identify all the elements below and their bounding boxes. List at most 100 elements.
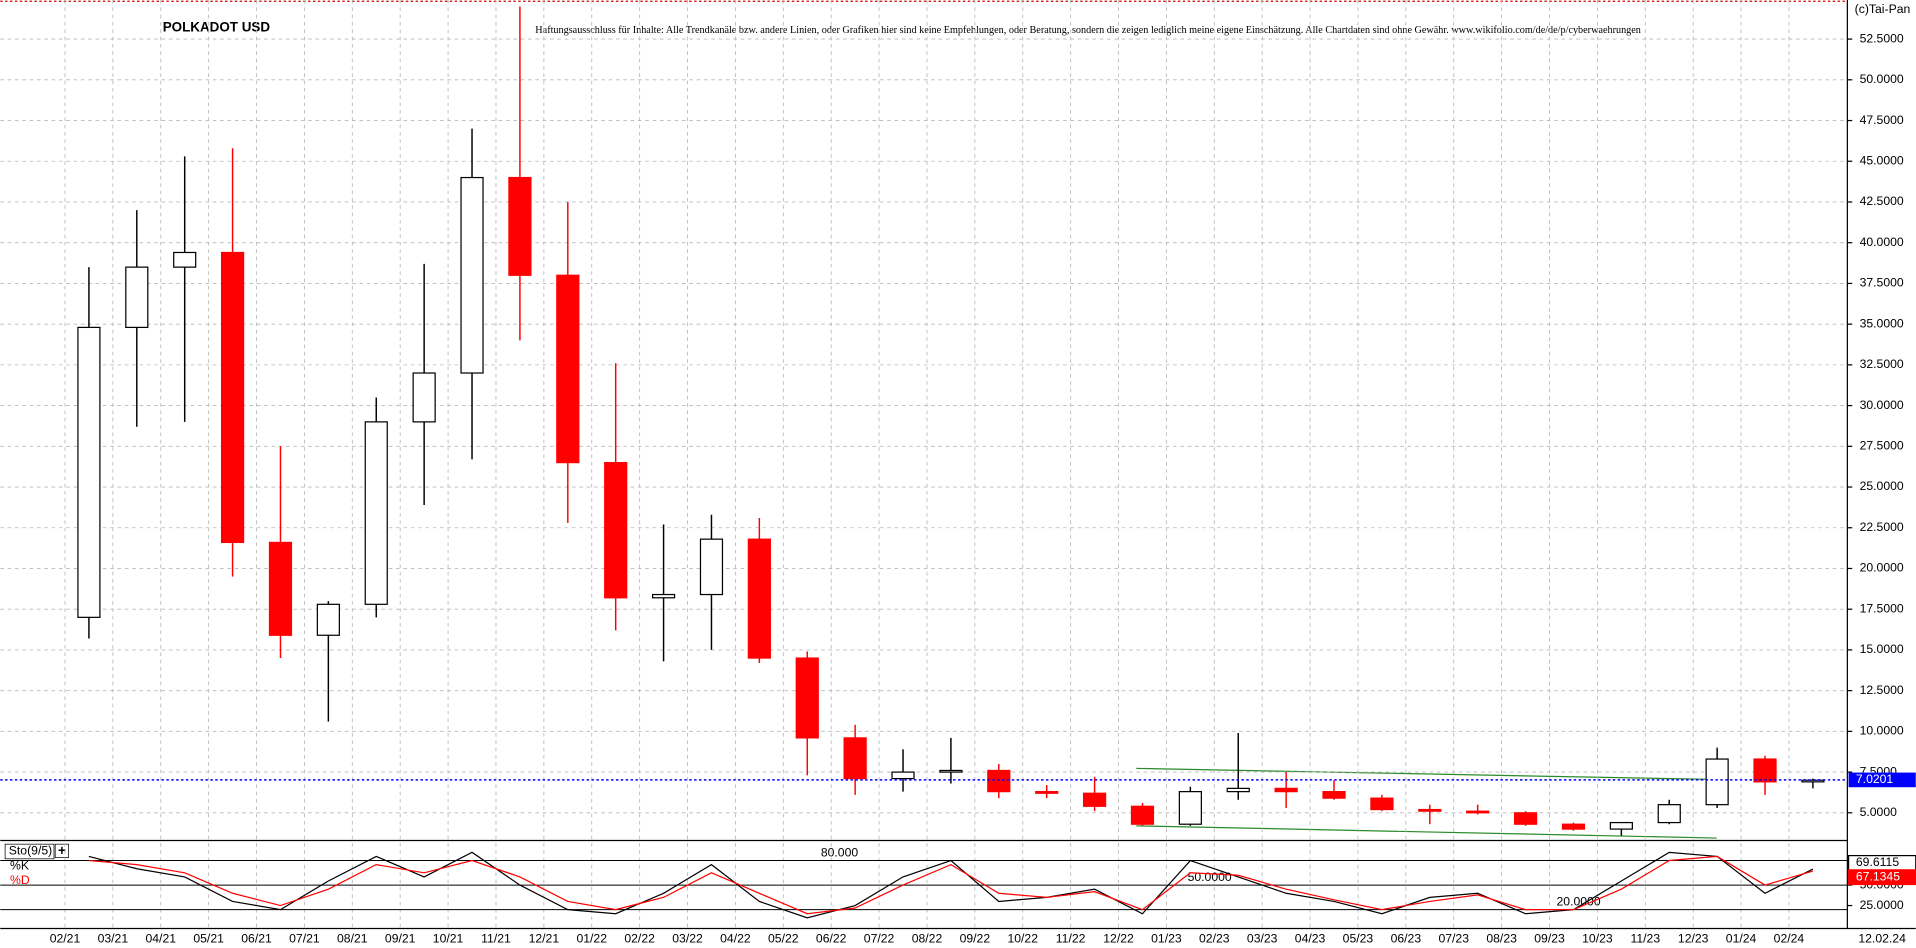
level-label: 80.000 bbox=[821, 845, 859, 859]
x-tick-label: 02/22 bbox=[624, 932, 655, 946]
candle-body bbox=[1082, 792, 1107, 807]
candle-body bbox=[939, 769, 963, 773]
candle-body bbox=[412, 372, 436, 423]
last-price-label: 7.0201 bbox=[1856, 772, 1894, 786]
expand-button[interactable] bbox=[54, 843, 70, 858]
candle-body bbox=[220, 251, 245, 544]
trend-line bbox=[1136, 825, 1717, 839]
x-tick-label: 01/22 bbox=[576, 932, 607, 946]
x-tick-label: 02/23 bbox=[1199, 932, 1230, 946]
x-tick-label: 11/21 bbox=[481, 932, 511, 946]
disclaimer: Haftungsausschluss für Inhalte: Alle Tre… bbox=[535, 25, 1641, 36]
x-tick-label: 09/23 bbox=[1534, 932, 1565, 946]
candle-body bbox=[891, 771, 915, 780]
y-tick-label: 10.0000 bbox=[1860, 724, 1904, 738]
x-tick-label: 08/22 bbox=[912, 932, 943, 946]
x-tick-label: 02/21 bbox=[50, 932, 81, 946]
stochastic-line bbox=[88, 851, 1814, 919]
x-tick-label: 12/23 bbox=[1678, 932, 1709, 946]
y-tick-label: 37.5000 bbox=[1860, 276, 1904, 290]
candle-body bbox=[1178, 791, 1202, 825]
candle-body bbox=[508, 176, 532, 276]
candle-body bbox=[1801, 779, 1825, 783]
x-tick-label: 11/22 bbox=[1056, 932, 1086, 946]
y-tick-label: 45.0000 bbox=[1860, 153, 1904, 167]
x-tick-label: 04/22 bbox=[720, 932, 751, 946]
stochastic-line bbox=[88, 855, 1814, 915]
x-tick-label: 08/21 bbox=[337, 932, 368, 946]
candle-body bbox=[364, 421, 388, 605]
candle-body bbox=[1370, 797, 1394, 811]
x-tick-label: 01/24 bbox=[1726, 932, 1757, 946]
candle-body bbox=[1657, 804, 1681, 824]
x-tick-label: 09/22 bbox=[960, 932, 991, 946]
x-tick-label: 07/23 bbox=[1438, 932, 1469, 946]
x-tick-label: 07/22 bbox=[864, 932, 895, 946]
candle-body bbox=[1226, 787, 1250, 793]
y-tick-label: 47.5000 bbox=[1860, 113, 1904, 127]
y-tick-label: 5.0000 bbox=[1860, 805, 1898, 819]
x-tick-label: 11/23 bbox=[1630, 932, 1660, 946]
x-tick-label: 10/23 bbox=[1582, 932, 1613, 946]
candle-body bbox=[604, 461, 628, 599]
x-tick-label: 03/21 bbox=[98, 932, 129, 946]
x-tick-label: 03/22 bbox=[672, 932, 703, 946]
candle-body bbox=[556, 274, 580, 464]
value-label: 69.6115 bbox=[1856, 855, 1899, 869]
y-tick-label: 42.5000 bbox=[1860, 194, 1904, 208]
candle-body bbox=[987, 769, 1011, 793]
candle-body bbox=[1322, 791, 1346, 799]
x-tick-label: 10/21 bbox=[433, 932, 464, 946]
candle-body bbox=[1513, 812, 1538, 825]
candle-body bbox=[1274, 787, 1298, 793]
y-tick-label: 52.5000 bbox=[1860, 31, 1904, 45]
x-tick-label: 01/23 bbox=[1151, 932, 1182, 946]
date-label: 12.02.24 bbox=[1858, 932, 1906, 946]
candle-body bbox=[699, 538, 724, 596]
x-tick-label: 05/23 bbox=[1343, 932, 1374, 946]
candle-body bbox=[1418, 808, 1442, 812]
legend-label: %D bbox=[10, 873, 30, 887]
y-tick-label: 22.5000 bbox=[1860, 520, 1904, 534]
x-tick-label: 12/22 bbox=[1103, 932, 1134, 946]
x-tick-label: 03/23 bbox=[1247, 932, 1278, 946]
y-tick-label: 27.5000 bbox=[1860, 439, 1904, 453]
candle-body bbox=[1705, 758, 1729, 806]
candle-body bbox=[1130, 805, 1155, 825]
y-tick-label: 25.0000 bbox=[1860, 898, 1904, 912]
source: (c)Tai-Pan bbox=[1855, 2, 1911, 16]
y-tick-label: 40.0000 bbox=[1860, 235, 1904, 249]
indicator-title: Sto(9/5) bbox=[9, 844, 52, 858]
x-tick-label: 04/21 bbox=[145, 932, 176, 946]
trend-line bbox=[1136, 767, 1711, 781]
x-tick-label: 08/23 bbox=[1486, 932, 1517, 946]
x-tick-label: 04/23 bbox=[1295, 932, 1326, 946]
candle-body bbox=[1035, 791, 1059, 794]
x-tick-label: 05/21 bbox=[193, 932, 224, 946]
y-tick-label: 17.5000 bbox=[1860, 601, 1904, 615]
candle-body bbox=[1466, 810, 1490, 814]
candle-body bbox=[1609, 821, 1633, 830]
x-tick-label: 06/21 bbox=[241, 932, 272, 946]
candle-body bbox=[1561, 823, 1586, 830]
x-tick-label: 12/21 bbox=[529, 932, 560, 946]
y-tick-label: 20.0000 bbox=[1860, 561, 1904, 575]
candle-body bbox=[747, 538, 771, 659]
y-tick-label: 15.0000 bbox=[1860, 642, 1904, 656]
x-tick-label: 10/22 bbox=[1007, 932, 1038, 946]
x-tick-label: 06/22 bbox=[816, 932, 847, 946]
x-tick-label: 07/21 bbox=[289, 932, 320, 946]
y-tick-label: 30.0000 bbox=[1860, 398, 1904, 412]
candle-body bbox=[1753, 758, 1777, 783]
y-tick-label: 35.0000 bbox=[1860, 316, 1904, 330]
y-tick-label: 32.5000 bbox=[1860, 357, 1904, 371]
chart-title: POLKADOT USD bbox=[163, 20, 271, 35]
candle-body bbox=[460, 176, 484, 374]
expand-icon[interactable]: + bbox=[58, 843, 66, 858]
candle-body bbox=[795, 657, 819, 739]
y-tick-label: 25.0000 bbox=[1860, 479, 1904, 493]
x-tick-label: 05/22 bbox=[768, 932, 799, 946]
candle-body bbox=[316, 603, 340, 636]
